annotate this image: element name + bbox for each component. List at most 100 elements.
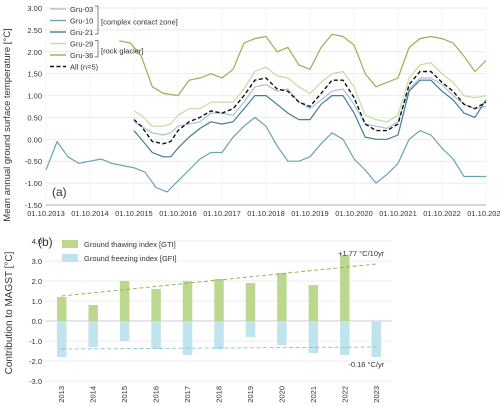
gfi-trend-line: [61, 346, 377, 350]
legend-swatch: [62, 254, 78, 262]
x-tick-label: 2020: [277, 386, 286, 403]
panel-b-chart: -3.0 -2.0 -1.0 0.0 1.0 2.0 3.0 4.0 +1.77 °C/10y…: [4, 235, 392, 403]
x-tick-label: 01.10.2014: [71, 209, 109, 218]
legend-label: Gru-29: [70, 40, 93, 49]
gti-bar: [340, 255, 350, 321]
x-tick-label: 2021: [309, 386, 318, 403]
gfi-bar: [88, 321, 98, 347]
y-tick-label: 2.50: [27, 26, 42, 35]
y-tick-label: -1.00: [25, 179, 42, 188]
gfi-bar: [119, 321, 130, 341]
gti-bar: [245, 283, 256, 321]
panel-b-trend-lines: +1.77 °C/10yr -0.16 °C/yr: [61, 249, 385, 369]
legend-group-label: [complex contact zone]: [101, 18, 178, 27]
panel-b-legend: Ground thawing index [GTI] Ground freezin…: [62, 240, 177, 263]
gfi-trend-label: -0.16 °C/yr: [348, 360, 384, 369]
gti-bar: [119, 281, 130, 321]
y-tick-label: -1.0: [29, 337, 42, 346]
gti-bar: [182, 281, 193, 321]
x-tick-label: 2017: [183, 386, 192, 403]
gti-bar: [214, 279, 224, 321]
y-tick-label: -3.0: [29, 377, 42, 386]
x-tick-label: 01.10.2015: [115, 209, 153, 218]
x-tick-label: 2016: [152, 386, 161, 403]
gfi-bar: [277, 321, 287, 345]
y-tick-label: 4.0: [32, 237, 42, 246]
panel-a-label: (a): [52, 185, 67, 199]
series-line-all-n-5: [133, 70, 487, 145]
x-tick-label: 01.10.2013: [27, 209, 65, 218]
panel-a-x-ticks: 01.10.2013 01.10.2014 01.10.2015 01.10.2016…: [27, 209, 500, 218]
gti-trend-line: [61, 263, 377, 297]
legend-group-label: [rock glacier]: [101, 46, 144, 55]
series-line-gru-36: [119, 33, 487, 97]
series-line-gru-21: [133, 79, 487, 158]
legend-swatch: [62, 240, 78, 248]
y-tick-label: -1.50: [25, 201, 42, 210]
gfi-bar: [308, 321, 319, 353]
gti-bar: [308, 285, 319, 321]
x-tick-label: 01.10.2017: [203, 209, 241, 218]
legend-bracket: [95, 40, 99, 58]
gfi-bar: [182, 321, 193, 355]
gfi-bar: [56, 321, 67, 357]
y-tick-label: 0.0: [32, 317, 42, 326]
series-line-gru-29: [133, 62, 487, 127]
gfi-bar: [371, 321, 382, 357]
x-tick-label: 2013: [57, 386, 66, 403]
panel-a-y-axis-label: Mean annual ground surface temperature […: [2, 28, 13, 221]
gfi-bar: [151, 321, 161, 349]
gfi-bar: [214, 321, 224, 349]
panel-a-gridlines: [45, 7, 487, 206]
legend-label: Ground thawing index [GTI]: [84, 240, 176, 249]
panel-b-y-ticks: -3.0 -2.0 -1.0 0.0 1.0 2.0 3.0 4.0: [29, 237, 42, 386]
panel-b-bars: [56, 255, 382, 357]
legend-label: Gru-36: [70, 51, 93, 60]
x-tick-label: 2014: [89, 386, 98, 403]
gti-trend-label: +1.77 °C/10yr: [338, 249, 385, 258]
y-tick-label: 2.0: [32, 277, 42, 286]
panel-a-series-lines: [45, 33, 487, 193]
y-tick-label: -0.50: [25, 157, 42, 166]
x-tick-label: 2015: [120, 386, 129, 403]
x-tick-label: 01.10.2019: [291, 209, 329, 218]
y-tick-label: 1.0: [32, 297, 42, 306]
legend-label: All (n=5): [70, 63, 99, 72]
legend-label: Gru-10: [70, 17, 93, 26]
gfi-bar: [245, 321, 256, 337]
panel-b-label: (b): [38, 235, 53, 249]
legend-bracket: [95, 5, 99, 35]
x-tick-label: 2018: [215, 386, 224, 403]
gti-bar: [151, 289, 161, 321]
y-tick-label: 1.00: [27, 92, 42, 101]
series-line-gru-03: [133, 77, 487, 136]
panel-a-chart: -1.50 -1.00 -0.50 0.00 0.50 1.00 1.50 2.00 2.50 3…: [2, 4, 500, 222]
x-tick-label: 2023: [372, 386, 381, 403]
x-tick-label: 01.10.2022: [423, 209, 461, 218]
x-tick-label: 01.10.2021: [379, 209, 417, 218]
x-tick-label: 2022: [340, 386, 349, 403]
y-tick-label: 1.50: [27, 70, 42, 79]
y-tick-label: 3.0: [32, 257, 42, 266]
gti-bar: [88, 305, 98, 321]
legend-label: Gru-21: [70, 28, 93, 37]
gfi-bar: [340, 321, 350, 355]
y-tick-label: 0.50: [27, 113, 42, 122]
legend-label: Ground freezing index [GFI]: [84, 254, 177, 263]
y-tick-label: 3.00: [27, 4, 42, 13]
x-tick-label: 01.10.2018: [247, 209, 285, 218]
y-tick-label: 2.00: [27, 48, 42, 57]
y-tick-label: -2.0: [29, 357, 42, 366]
x-tick-label: 2019: [246, 386, 255, 403]
panel-a-y-ticks: -1.50 -1.00 -0.50 0.00 0.50 1.00 1.50 2.00 2.50 3…: [25, 4, 42, 210]
legend-label: Gru-03: [70, 5, 93, 14]
x-tick-label: 01.10.2016: [159, 209, 197, 218]
gti-bar: [277, 273, 287, 321]
x-tick-label: 01.10.2020: [335, 209, 373, 218]
panel-b-y-axis-label: Contribution to MAGST [°C]: [4, 251, 15, 374]
panel-b-x-ticks: 2013 2014 2015 2016 2017 2018 2019 2020 2021 2022…: [57, 386, 381, 403]
gti-bar: [56, 297, 67, 321]
x-tick-label: 01.10.2023: [467, 209, 500, 218]
